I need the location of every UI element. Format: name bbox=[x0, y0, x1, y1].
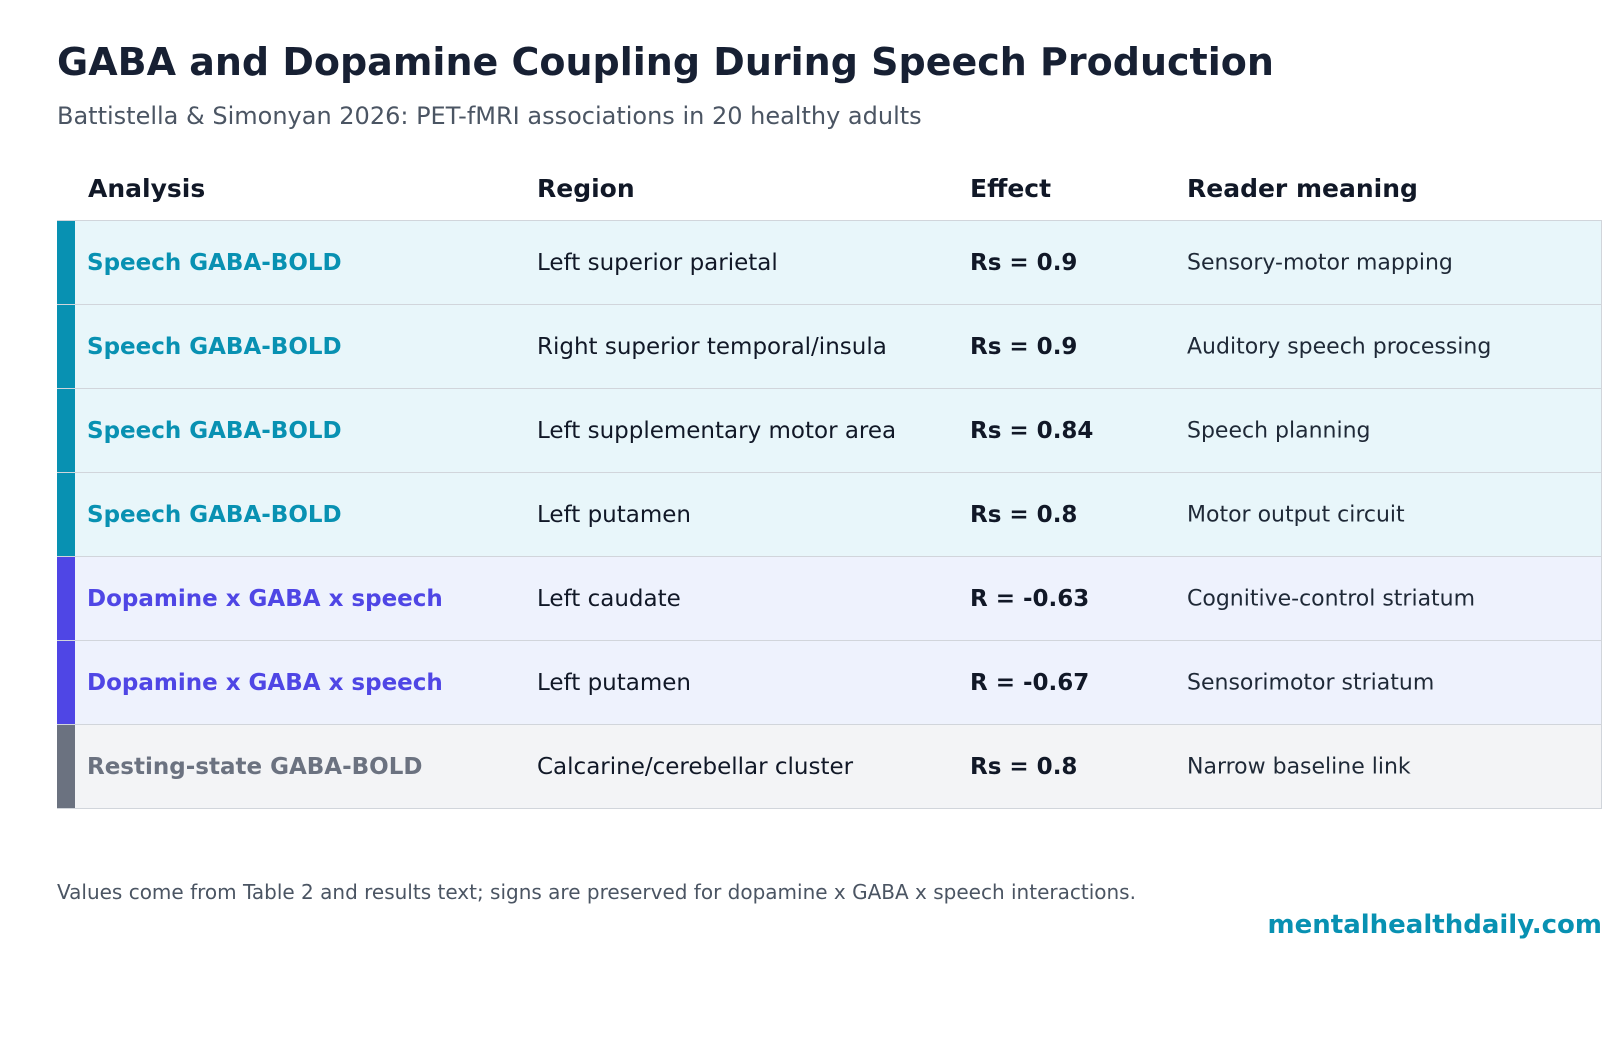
cell-effect: Rs = 0.84 bbox=[970, 417, 1094, 444]
cell-meaning: Speech planning bbox=[1187, 418, 1371, 443]
cell-region: Left superior parietal bbox=[537, 249, 778, 276]
cell-analysis: Dopamine x GABA x speech bbox=[87, 585, 443, 612]
header-effect: Effect bbox=[970, 174, 1052, 203]
row-accent-stripe bbox=[57, 641, 75, 724]
cell-analysis: Dopamine x GABA x speech bbox=[87, 669, 443, 696]
cell-effect: Rs = 0.9 bbox=[970, 333, 1078, 360]
cell-analysis: Speech GABA-BOLD bbox=[87, 249, 342, 276]
table-row: Resting-state GABA-BOLD Calcarine/cerebel… bbox=[57, 725, 1602, 809]
table-row: Dopamine x GABA x speech Left caudate R = … bbox=[57, 557, 1602, 641]
cell-effect: Rs = 0.8 bbox=[970, 501, 1078, 528]
chart-subtitle: Battistella & Simonyan 2026: PET-fMRI as… bbox=[57, 102, 922, 130]
brand-link[interactable]: mentalhealthdaily.com bbox=[1267, 910, 1602, 940]
cell-region: Right superior temporal/insula bbox=[537, 333, 887, 360]
chart-title: GABA and Dopamine Coupling During Speech… bbox=[57, 40, 1274, 84]
table-row: Speech GABA-BOLD Left supplementary motor… bbox=[57, 389, 1602, 473]
cell-meaning: Auditory speech processing bbox=[1187, 334, 1492, 359]
row-accent-stripe bbox=[57, 557, 75, 640]
cell-meaning: Narrow baseline link bbox=[1187, 754, 1411, 779]
row-accent-stripe bbox=[57, 221, 75, 304]
table-row: Speech GABA-BOLD Right superior temporal/… bbox=[57, 305, 1602, 389]
row-accent-stripe bbox=[57, 305, 75, 388]
header-meaning: Reader meaning bbox=[1187, 174, 1418, 203]
table-row: Dopamine x GABA x speech Left putamen R = … bbox=[57, 641, 1602, 725]
cell-region: Left putamen bbox=[537, 669, 692, 696]
cell-analysis: Speech GABA-BOLD bbox=[87, 417, 342, 444]
cell-meaning: Sensorimotor striatum bbox=[1187, 670, 1435, 695]
results-table: Analysis Region Effect Reader meaning Sp… bbox=[57, 160, 1602, 809]
table-header: Analysis Region Effect Reader meaning bbox=[57, 160, 1602, 221]
cell-meaning: Cognitive-control striatum bbox=[1187, 586, 1476, 611]
row-accent-stripe bbox=[57, 473, 75, 556]
cell-effect: Rs = 0.9 bbox=[970, 249, 1078, 276]
table-row: Speech GABA-BOLD Left putamen Rs = 0.8 Moto… bbox=[57, 473, 1602, 557]
cell-analysis: Speech GABA-BOLD bbox=[87, 501, 342, 528]
cell-region: Left putamen bbox=[537, 501, 692, 528]
table-body: Speech GABA-BOLD Left superior parietal Rs… bbox=[57, 221, 1602, 809]
header-region: Region bbox=[537, 174, 635, 203]
cell-meaning: Sensory-motor mapping bbox=[1187, 250, 1453, 275]
cell-region: Left caudate bbox=[537, 585, 681, 612]
cell-analysis: Speech GABA-BOLD bbox=[87, 333, 342, 360]
footnote: Values come from Table 2 and results tex… bbox=[57, 880, 1136, 904]
table-row: Speech GABA-BOLD Left superior parietal Rs… bbox=[57, 221, 1602, 305]
cell-region: Calcarine/cerebellar cluster bbox=[537, 753, 854, 780]
cell-meaning: Motor output circuit bbox=[1187, 502, 1405, 527]
header-analysis: Analysis bbox=[88, 174, 206, 203]
cell-region: Left supplementary motor area bbox=[537, 417, 897, 444]
cell-effect: R = -0.63 bbox=[970, 585, 1090, 612]
cell-effect: Rs = 0.8 bbox=[970, 753, 1078, 780]
row-accent-stripe bbox=[57, 389, 75, 472]
cell-effect: R = -0.67 bbox=[970, 669, 1090, 696]
cell-analysis: Resting-state GABA-BOLD bbox=[87, 753, 423, 780]
row-accent-stripe bbox=[57, 725, 75, 808]
